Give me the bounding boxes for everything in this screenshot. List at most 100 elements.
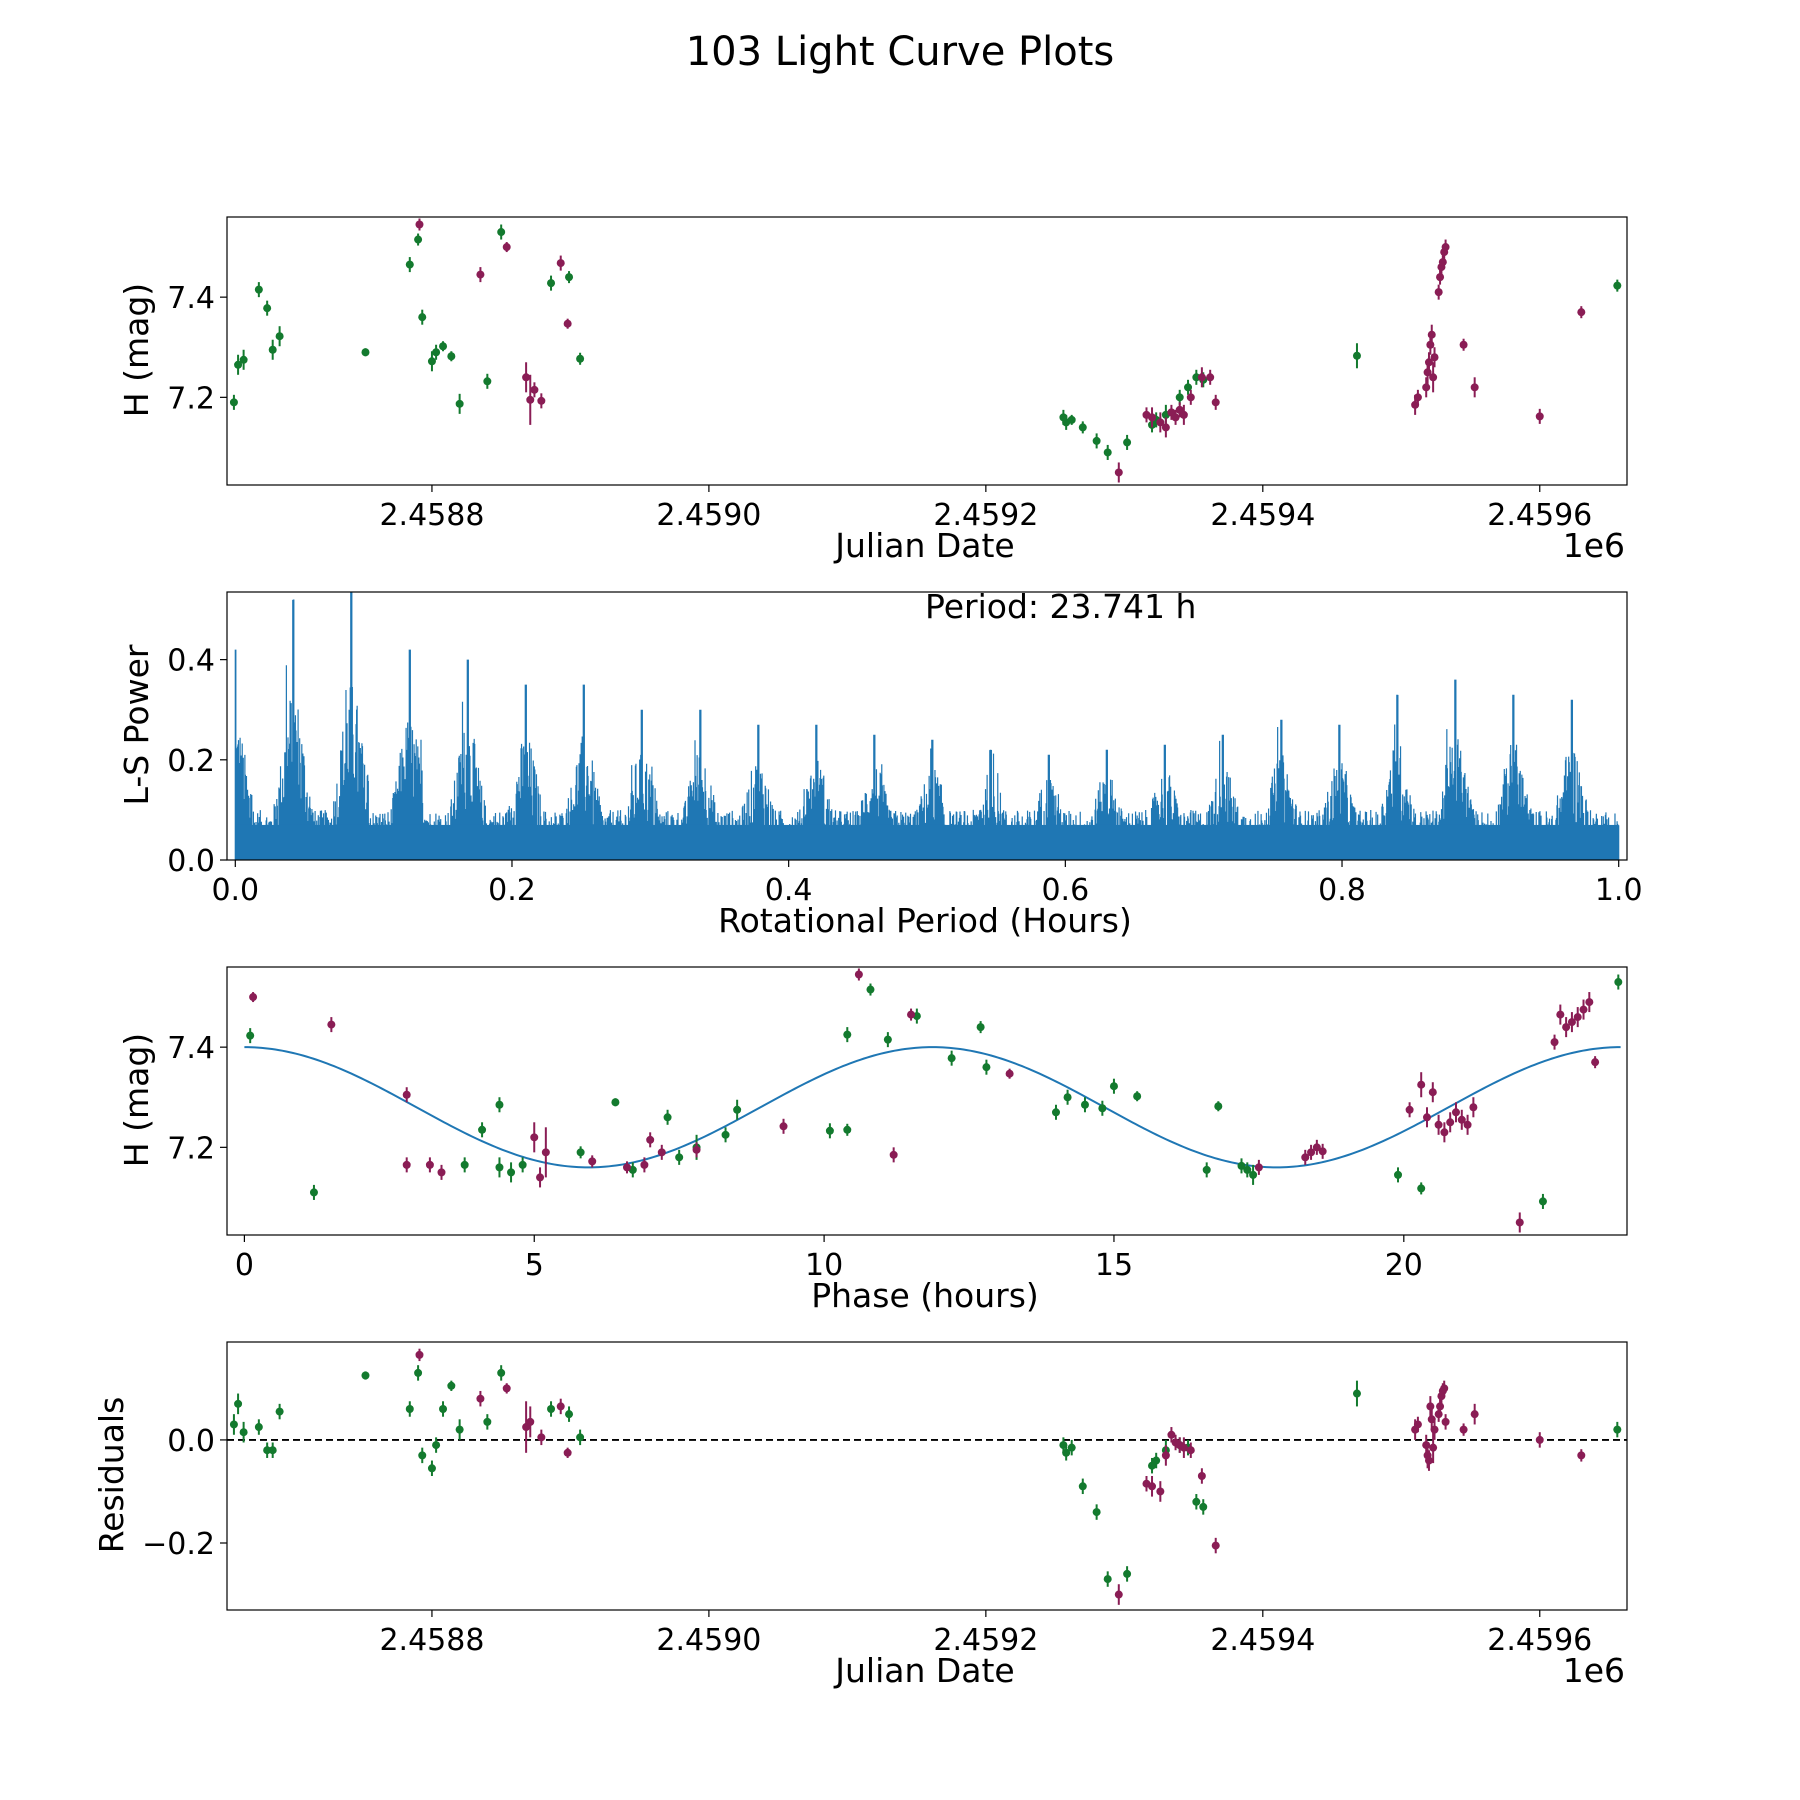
phase-purple-point [1469,1103,1478,1112]
phase-green-point [495,1100,504,1109]
resid-purple-point [1535,1435,1544,1444]
phase-purple-point [1307,1148,1316,1157]
lc-purple-point [1114,468,1123,477]
phase-purple-point [623,1163,631,1172]
lc-purple-point [1470,383,1479,392]
lc-green-point [263,304,272,313]
phase-green-point [1109,1082,1118,1091]
resid-green-point [275,1407,284,1416]
phase-purple-point [1428,1088,1437,1097]
resid-purple-point [1413,1420,1422,1429]
phase-xlabel: Phase (hours) [811,1276,1039,1315]
phase-green-point [478,1125,487,1134]
ls-xtick-label: 0.8 [1318,873,1366,908]
resid-purple-point [1424,1456,1433,1465]
phase-purple-point [1585,998,1594,1007]
phase-purple-point [437,1168,446,1177]
resid-green-point [418,1451,427,1460]
lc-green-point [268,345,277,354]
phase-purple-point [1457,1115,1466,1124]
resid-plot-area [227,1348,1627,1605]
phase-green-point [976,1023,985,1032]
lc-ylabel: H (mag) [117,283,156,417]
lc-green-point [1092,436,1101,445]
resid-green-point [1078,1482,1087,1491]
lc-purple-point [1429,373,1438,382]
resid-xlabel: Julian Date [833,1651,1015,1690]
lc-purple-point [1413,393,1422,402]
panel-light-curve: 2.4588 2.4590 2.4592 2.4594 2.4596 7.2 7.4 [167,216,1628,533]
resid-green-point [405,1405,414,1413]
lc-ytick-label: 7.4 [167,281,215,316]
ls-frame [226,591,1628,861]
lc-green-point [1078,423,1087,432]
resid-green-point [268,1446,277,1455]
ls-xtick-label: 0.6 [1041,873,1089,908]
phase-purple-point [541,1148,550,1157]
lc-green-point [455,399,464,408]
phase-purple-point [1591,1058,1600,1067]
lc-purple-point [537,396,546,405]
phase-green-point [1614,978,1623,987]
phase-purple-point [646,1135,655,1144]
resid-purple-point [1186,1446,1195,1455]
resid-green-point [263,1446,272,1455]
phase-green-point [246,1031,255,1040]
lc-purple-point [1426,340,1435,349]
lc-green-point [483,377,492,386]
lc-purple-point [1171,413,1180,422]
lc-green-point [565,273,574,282]
lc-purple-point [1161,423,1170,432]
phase-purple-point [402,1090,411,1099]
phase-green-point [1249,1170,1258,1179]
phase-purple-point [1451,1108,1460,1117]
lc-green-point [361,348,370,357]
phase-purple-point [536,1173,545,1182]
resid-offset-label: 1e6 [1563,1651,1625,1690]
lc-purple-point [1424,358,1433,367]
phase-green-point [1243,1165,1252,1174]
resid-green-point [547,1405,556,1413]
phase-green-point [1080,1100,1089,1109]
resid-green-point [427,1464,436,1473]
ls-xlabel: Rotational Period (Hours) [718,901,1132,940]
resid-purple-point [1459,1425,1468,1434]
lc-plot-area [229,218,1622,483]
resid-xtick-label: 2.4596 [1487,1623,1592,1658]
panel-phase-fold: 0 5 10 15 20 7.2 7.4 [167,966,1628,1283]
resid-xtick-label: 2.4594 [1210,1623,1315,1658]
phase-purple-point [1254,1163,1263,1172]
ls-ytick-label: 0.4 [167,644,215,679]
resid-xtick-label: 2.4588 [379,1623,484,1658]
phase-green-point [1063,1093,1072,1102]
lc-purple-point [502,243,511,252]
phase-green-point [843,1125,852,1134]
lc-green-point [1192,373,1201,382]
lc-xtick-label: 2.4594 [1210,498,1315,533]
lc-green-point [427,357,436,366]
lc-green-point [1613,281,1622,290]
lc-purple-point [476,270,485,279]
resid-green-point [432,1441,441,1450]
lc-xtick-label: 2.4592 [933,498,1038,533]
resid-green-point [576,1433,585,1442]
resid-green-point [361,1371,370,1380]
phase-purple-point [1562,1023,1571,1032]
lc-green-point [1067,415,1076,424]
lc-green-point [1123,438,1132,447]
phase-purple-point [1567,1018,1576,1027]
lc-purple-point [1156,418,1165,427]
ls-xtick-label: 0.2 [488,873,536,908]
lc-green-point [576,354,585,363]
panel-residuals: 2.4588 2.4590 2.4592 2.4594 2.4596 −0.2 0.0 [142,1341,1628,1658]
phase-green-point [843,1030,852,1039]
resid-purple-point [1470,1410,1479,1419]
resid-green-point [239,1428,248,1437]
resid-purple-point [1156,1487,1165,1496]
phase-green-point [883,1035,892,1044]
phase-purple-point [1440,1128,1449,1137]
phase-green-point [1538,1197,1547,1206]
ls-period-annotation: Period: 23.741 h [925,587,1196,626]
phase-green-point [982,1063,991,1072]
lc-green-point [447,352,456,361]
